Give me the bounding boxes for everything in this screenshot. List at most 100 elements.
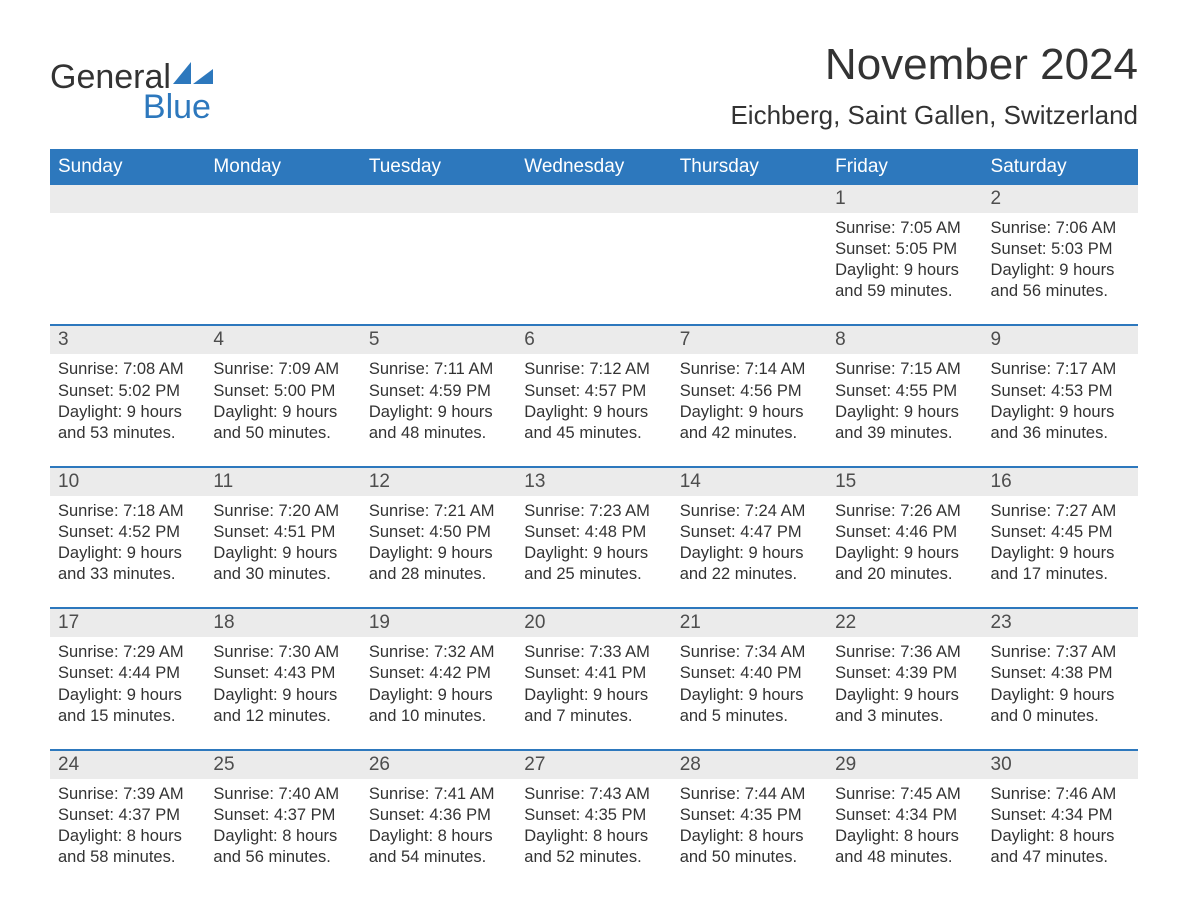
week-row: 17Sunrise: 7:29 AMSunset: 4:44 PMDayligh… [50,607,1138,730]
day-cell: 28Sunrise: 7:44 AMSunset: 4:35 PMDayligh… [672,751,827,872]
sunrise-line: Sunrise: 7:30 AM [213,642,352,663]
sunrise-line: Sunrise: 7:26 AM [835,501,974,522]
sunset-line: Sunset: 4:36 PM [369,805,508,826]
day-details: Sunrise: 7:33 AMSunset: 4:41 PMDaylight:… [516,637,671,730]
logo-text-block: General Blue [50,60,215,124]
day-cell: 14Sunrise: 7:24 AMSunset: 4:47 PMDayligh… [672,468,827,589]
daylight-line: Daylight: 9 hours and 20 minutes. [835,543,974,585]
week-row: 24Sunrise: 7:39 AMSunset: 4:37 PMDayligh… [50,749,1138,872]
sunrise-line: Sunrise: 7:23 AM [524,501,663,522]
day-number: 23 [983,609,1138,637]
sunset-line: Sunset: 4:34 PM [991,805,1130,826]
day-number: 9 [983,326,1138,354]
daylight-line: Daylight: 9 hours and 5 minutes. [680,685,819,727]
weekday-header: Sunday [50,149,205,185]
daylight-line: Daylight: 8 hours and 56 minutes. [213,826,352,868]
sunset-line: Sunset: 4:45 PM [991,522,1130,543]
day-number: 2 [983,185,1138,213]
day-number-bar-empty [672,185,827,213]
daylight-line: Daylight: 9 hours and 0 minutes. [991,685,1130,727]
day-cell: 25Sunrise: 7:40 AMSunset: 4:37 PMDayligh… [205,751,360,872]
sunset-line: Sunset: 4:46 PM [835,522,974,543]
calendar: SundayMondayTuesdayWednesdayThursdayFrid… [50,149,1138,872]
weekday-header: Monday [205,149,360,185]
weekday-header: Friday [827,149,982,185]
day-cell: 9Sunrise: 7:17 AMSunset: 4:53 PMDaylight… [983,326,1138,447]
sunrise-line: Sunrise: 7:40 AM [213,784,352,805]
weekday-header-row: SundayMondayTuesdayWednesdayThursdayFrid… [50,149,1138,185]
sunrise-line: Sunrise: 7:41 AM [369,784,508,805]
day-cell: 22Sunrise: 7:36 AMSunset: 4:39 PMDayligh… [827,609,982,730]
daylight-line: Daylight: 9 hours and 30 minutes. [213,543,352,585]
sunrise-line: Sunrise: 7:37 AM [991,642,1130,663]
day-details: Sunrise: 7:40 AMSunset: 4:37 PMDaylight:… [205,779,360,872]
sunrise-line: Sunrise: 7:17 AM [991,359,1130,380]
day-details: Sunrise: 7:37 AMSunset: 4:38 PMDaylight:… [983,637,1138,730]
daylight-line: Daylight: 9 hours and 59 minutes. [835,260,974,302]
day-number: 15 [827,468,982,496]
weekday-header: Wednesday [516,149,671,185]
day-details: Sunrise: 7:06 AMSunset: 5:03 PMDaylight:… [983,213,1138,306]
day-cell: 24Sunrise: 7:39 AMSunset: 4:37 PMDayligh… [50,751,205,872]
sunset-line: Sunset: 5:02 PM [58,381,197,402]
sunset-line: Sunset: 5:03 PM [991,239,1130,260]
day-cell: 17Sunrise: 7:29 AMSunset: 4:44 PMDayligh… [50,609,205,730]
day-cell: 30Sunrise: 7:46 AMSunset: 4:34 PMDayligh… [983,751,1138,872]
day-number: 10 [50,468,205,496]
sunrise-line: Sunrise: 7:36 AM [835,642,974,663]
sunrise-line: Sunrise: 7:44 AM [680,784,819,805]
day-cell: 3Sunrise: 7:08 AMSunset: 5:02 PMDaylight… [50,326,205,447]
day-number: 29 [827,751,982,779]
day-cell-empty [672,185,827,306]
day-number-bar-empty [516,185,671,213]
sunset-line: Sunset: 4:55 PM [835,381,974,402]
day-cell: 1Sunrise: 7:05 AMSunset: 5:05 PMDaylight… [827,185,982,306]
day-number: 25 [205,751,360,779]
day-details: Sunrise: 7:15 AMSunset: 4:55 PMDaylight:… [827,354,982,447]
day-number: 30 [983,751,1138,779]
day-cell: 7Sunrise: 7:14 AMSunset: 4:56 PMDaylight… [672,326,827,447]
sunset-line: Sunset: 4:51 PM [213,522,352,543]
day-details: Sunrise: 7:12 AMSunset: 4:57 PMDaylight:… [516,354,671,447]
daylight-line: Daylight: 8 hours and 47 minutes. [991,826,1130,868]
sunrise-line: Sunrise: 7:06 AM [991,218,1130,239]
day-details: Sunrise: 7:21 AMSunset: 4:50 PMDaylight:… [361,496,516,589]
sunset-line: Sunset: 4:43 PM [213,663,352,684]
day-number-bar-empty [205,185,360,213]
day-number: 12 [361,468,516,496]
daylight-line: Daylight: 9 hours and 53 minutes. [58,402,197,444]
day-details: Sunrise: 7:20 AMSunset: 4:51 PMDaylight:… [205,496,360,589]
daylight-line: Daylight: 9 hours and 28 minutes. [369,543,508,585]
day-details: Sunrise: 7:39 AMSunset: 4:37 PMDaylight:… [50,779,205,872]
sunset-line: Sunset: 4:50 PM [369,522,508,543]
day-number: 28 [672,751,827,779]
day-cell: 13Sunrise: 7:23 AMSunset: 4:48 PMDayligh… [516,468,671,589]
daylight-line: Daylight: 9 hours and 42 minutes. [680,402,819,444]
week-row: 1Sunrise: 7:05 AMSunset: 5:05 PMDaylight… [50,185,1138,306]
day-details: Sunrise: 7:41 AMSunset: 4:36 PMDaylight:… [361,779,516,872]
day-number: 22 [827,609,982,637]
day-cell-empty [516,185,671,306]
daylight-line: Daylight: 9 hours and 39 minutes. [835,402,974,444]
day-cell: 26Sunrise: 7:41 AMSunset: 4:36 PMDayligh… [361,751,516,872]
sunset-line: Sunset: 4:48 PM [524,522,663,543]
day-number: 20 [516,609,671,637]
sunrise-line: Sunrise: 7:39 AM [58,784,197,805]
day-cell: 5Sunrise: 7:11 AMSunset: 4:59 PMDaylight… [361,326,516,447]
day-details: Sunrise: 7:44 AMSunset: 4:35 PMDaylight:… [672,779,827,872]
sunrise-line: Sunrise: 7:27 AM [991,501,1130,522]
daylight-line: Daylight: 9 hours and 48 minutes. [369,402,508,444]
day-details: Sunrise: 7:23 AMSunset: 4:48 PMDaylight:… [516,496,671,589]
sunset-line: Sunset: 4:38 PM [991,663,1130,684]
day-details: Sunrise: 7:17 AMSunset: 4:53 PMDaylight:… [983,354,1138,447]
day-cell: 2Sunrise: 7:06 AMSunset: 5:03 PMDaylight… [983,185,1138,306]
sunrise-line: Sunrise: 7:21 AM [369,501,508,522]
daylight-line: Daylight: 9 hours and 12 minutes. [213,685,352,727]
daylight-line: Daylight: 8 hours and 52 minutes. [524,826,663,868]
day-cell: 8Sunrise: 7:15 AMSunset: 4:55 PMDaylight… [827,326,982,447]
day-number: 21 [672,609,827,637]
day-details: Sunrise: 7:18 AMSunset: 4:52 PMDaylight:… [50,496,205,589]
day-number: 18 [205,609,360,637]
day-cell: 27Sunrise: 7:43 AMSunset: 4:35 PMDayligh… [516,751,671,872]
day-details: Sunrise: 7:46 AMSunset: 4:34 PMDaylight:… [983,779,1138,872]
